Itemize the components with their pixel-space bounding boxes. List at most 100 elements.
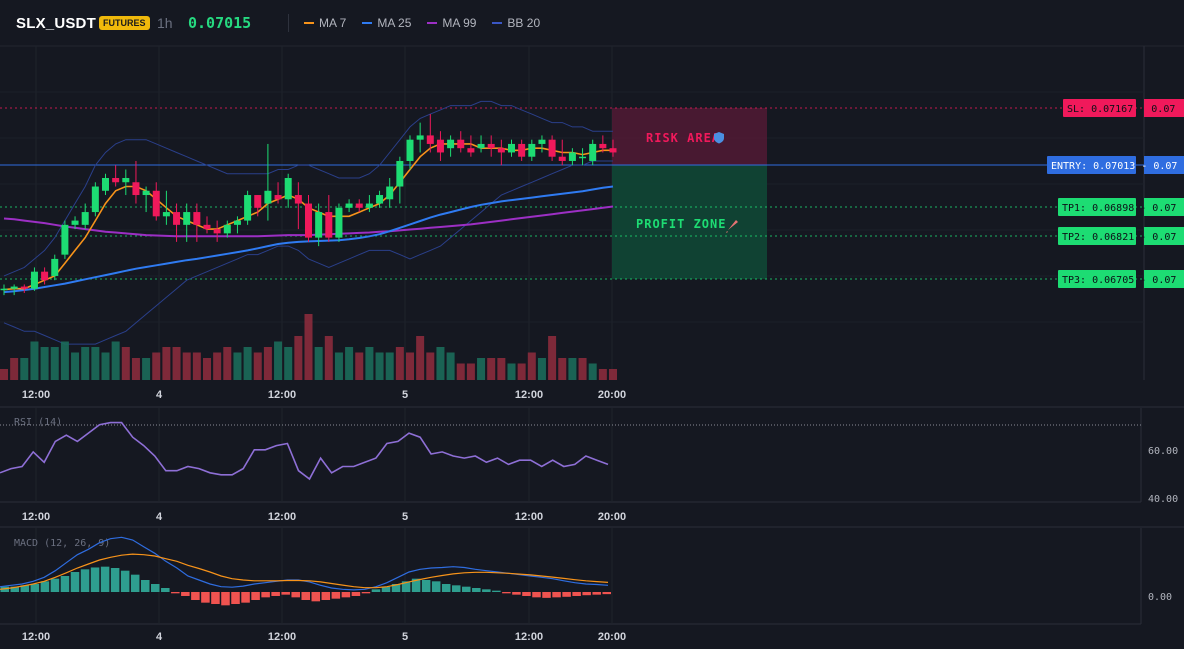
candle-body [41,271,49,281]
volume-bar [152,352,161,380]
time-axis-label: 12:00 [515,631,543,643]
macd-histogram-bar [120,570,130,592]
volume-bar [91,347,100,380]
macd-histogram-bar [592,592,601,595]
volume-bar [60,341,69,380]
rocket-icon [726,220,738,233]
candle-body [508,143,515,153]
candle-body [376,195,384,204]
candle-body [203,224,211,230]
candle-body [447,139,455,149]
candle-body [102,178,109,191]
legend-swatch-ma99 [427,22,438,24]
time-axis-label: 4 [156,389,163,401]
volume-bar [527,352,536,380]
time-axis-label: 12:00 [515,511,543,523]
candle-body [365,203,373,208]
volume-bar [588,363,597,380]
candle-body [10,286,18,289]
legend-item-ma7[interactable]: MA 7 [304,16,346,30]
volume-bar [142,358,151,380]
symbol-name[interactable]: SLX_USDT [16,15,96,32]
candle-body [579,156,587,159]
macd-histogram-bar [331,592,341,599]
macd-histogram-bar [462,586,471,592]
candle-body [497,148,505,153]
legend-swatch-bb20 [492,22,503,24]
candle-body [213,229,221,234]
candle-body [548,139,556,157]
risk-area-fill [612,108,767,165]
macd-histogram-bar [90,567,100,592]
macd-histogram-bar [110,568,120,592]
sl-tag-bg [1063,99,1136,117]
candle-body [173,212,181,225]
tp3-tag-bg [1058,270,1136,288]
candle-body [558,156,566,161]
candle-body [0,288,8,291]
macd-histogram-bar [532,592,541,598]
macd-histogram-bar [582,592,591,596]
candle-body [467,148,475,153]
macd-histogram-bar [20,585,30,592]
volume-bar [30,341,39,380]
tp2-price-box [1144,227,1184,245]
rsi-title: RSI (14) [14,417,62,428]
macd-histogram-bar [472,588,481,592]
volume-bar [375,352,384,380]
tp3-price-box [1144,270,1184,288]
candle-body [528,143,536,157]
entry-price-box [1144,156,1184,174]
candle-body [487,143,495,149]
tp2-tag-label: TP2: 0.06821 - 0.07 [1062,232,1176,243]
volume-bars [0,314,617,380]
volume-bar [395,347,404,380]
volume-bar [416,336,425,380]
volume-bar [263,347,272,380]
volume-bar [40,347,49,380]
tp3-tag-label: TP3: 0.06705 - 0.07 [1062,275,1176,286]
macd-histogram-bar [130,574,140,592]
macd-histogram-bar [311,592,321,602]
time-axis-label: 12:00 [268,389,296,401]
volume-bar [324,336,333,380]
candle-body [396,160,404,187]
macd-histogram-bar [512,592,521,595]
macd-histogram-bar [221,592,230,606]
header-divider [288,14,289,32]
macd-histogram-bar [150,584,160,592]
candle-body [335,207,343,238]
macd-histogram-bar [281,592,290,595]
macd-histogram-bar [602,592,611,595]
level-tags: SL: 0.07167 - 0.07 ENTRY: 0.07013 - 0.07 T… [1047,99,1184,288]
macd-histogram-bar [161,588,170,592]
time-axis-label: 12:00 [22,511,50,523]
candle-body [568,152,576,161]
candle-body [112,178,120,183]
legend-label: MA 99 [442,16,477,30]
volume-bar [517,363,526,380]
shield-icon [714,132,724,144]
tp1-tag-bg [1058,198,1136,216]
profit-zone-fill [612,165,767,279]
macd-histogram-bar [562,592,571,597]
macd-histogram-bar [572,592,581,596]
time-axis-label: 4 [156,511,163,523]
time-axis-label: 5 [402,631,408,643]
macd-histogram-bar [40,581,50,592]
candle-body [294,195,302,204]
legend-item-ma99[interactable]: MA 99 [427,16,476,30]
volume-bar [274,341,283,380]
legend-item-bb20[interactable]: BB 20 [492,16,540,30]
macd-signal-line [0,553,609,590]
profit-zone-label: PROFIT ZONE [636,217,726,231]
volume-bar [497,358,506,380]
timeframe-label[interactable]: 1h [157,15,173,31]
legend-item-ma25[interactable]: MA 25 [362,16,411,30]
macd-histogram-bar [60,576,70,592]
volume-bar [477,358,486,380]
candle-body [325,212,333,238]
volume-bar [314,347,323,380]
macd-histogram-bar [201,592,210,603]
